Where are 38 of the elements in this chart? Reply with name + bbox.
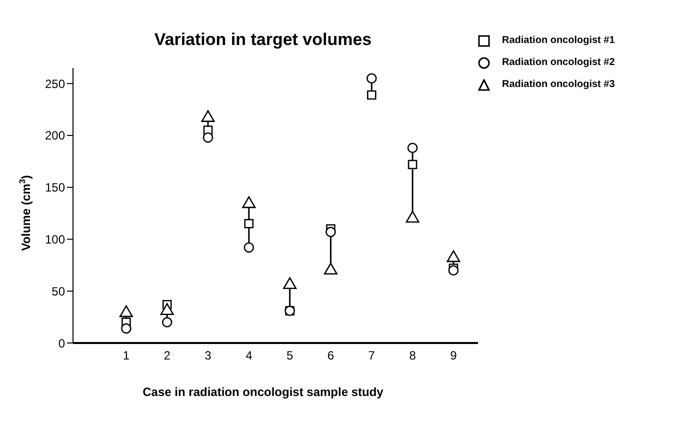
y-tick-label: 50: [52, 284, 66, 298]
point: [366, 90, 376, 100]
point: [162, 317, 172, 328]
x-tick-label: 2: [164, 348, 171, 363]
legend-label: Radiation oncologist #3: [502, 78, 615, 92]
x-tick-label: 1: [122, 348, 130, 363]
point: [448, 265, 459, 276]
point: [407, 142, 418, 154]
point: [406, 210, 420, 223]
point: [121, 323, 132, 334]
x-tick-label: 6: [327, 348, 334, 363]
y-tick-label: 0: [58, 336, 66, 350]
legend-label: Radiation oncologist #2: [502, 56, 615, 70]
x-tick-label: 3: [204, 348, 212, 363]
y-tick-label: 200: [44, 128, 66, 143]
point: [283, 277, 297, 290]
point: [242, 196, 256, 208]
point: [119, 305, 133, 318]
point: [244, 219, 254, 228]
x-tick-label: 8: [409, 348, 416, 363]
point: [408, 160, 418, 170]
x-tick-label: 4: [246, 348, 253, 363]
point: [202, 132, 214, 143]
x-axis-title: Case in radiation oncologist sample study: [142, 385, 384, 399]
point: [326, 226, 336, 238]
point: [244, 242, 254, 253]
point: [324, 262, 338, 275]
x-tick-label: 5: [286, 348, 294, 363]
chart-title: Variation in target volumes: [154, 30, 372, 49]
point: [366, 73, 377, 84]
y-tick-label: 150: [44, 180, 66, 195]
y-tick-label: 100: [44, 232, 66, 246]
y-tick-label: 250: [44, 76, 66, 91]
point: [160, 303, 174, 315]
x-tick-label: 7: [368, 348, 376, 363]
x-tick-label: 9: [450, 348, 458, 363]
point: [446, 250, 460, 262]
legend-label: Radiation oncologist #1: [502, 34, 615, 48]
